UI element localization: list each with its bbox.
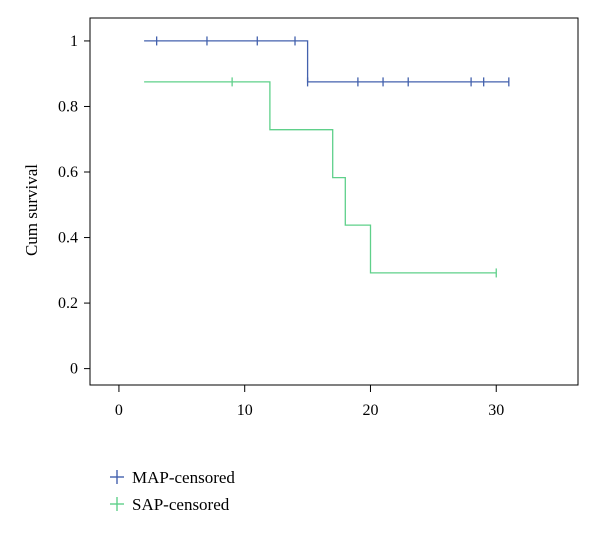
legend: MAP-censored SAP-censored [110, 468, 235, 514]
series-sap [144, 77, 497, 278]
series-line-sap [144, 81, 497, 274]
legend-label: MAP-censored [132, 468, 235, 487]
x-tick-label: 10 [237, 402, 253, 419]
plot-frame [89, 17, 579, 386]
y-axis-title: Cum survival [22, 164, 41, 256]
series-map [144, 36, 510, 87]
x-tick-label: 20 [362, 402, 378, 419]
x-tick-label: 0 [115, 402, 123, 419]
x-axis: 0 10 20 30 [115, 385, 504, 419]
y-tick-label: 1 [70, 33, 78, 50]
y-tick-label: 0.2 [58, 295, 78, 312]
y-tick-label: 0 [70, 361, 78, 378]
y-tick-label: 0.6 [58, 164, 78, 181]
y-tick-label: 0.4 [58, 230, 78, 247]
series-layer [144, 36, 510, 278]
y-axis: 0 0.2 0.4 0.6 0.8 1 [58, 33, 90, 378]
y-tick-label: 0.8 [58, 98, 78, 115]
x-tick-label: 30 [488, 402, 504, 419]
series-line-map [144, 40, 509, 83]
legend-label: SAP-censored [132, 495, 230, 514]
